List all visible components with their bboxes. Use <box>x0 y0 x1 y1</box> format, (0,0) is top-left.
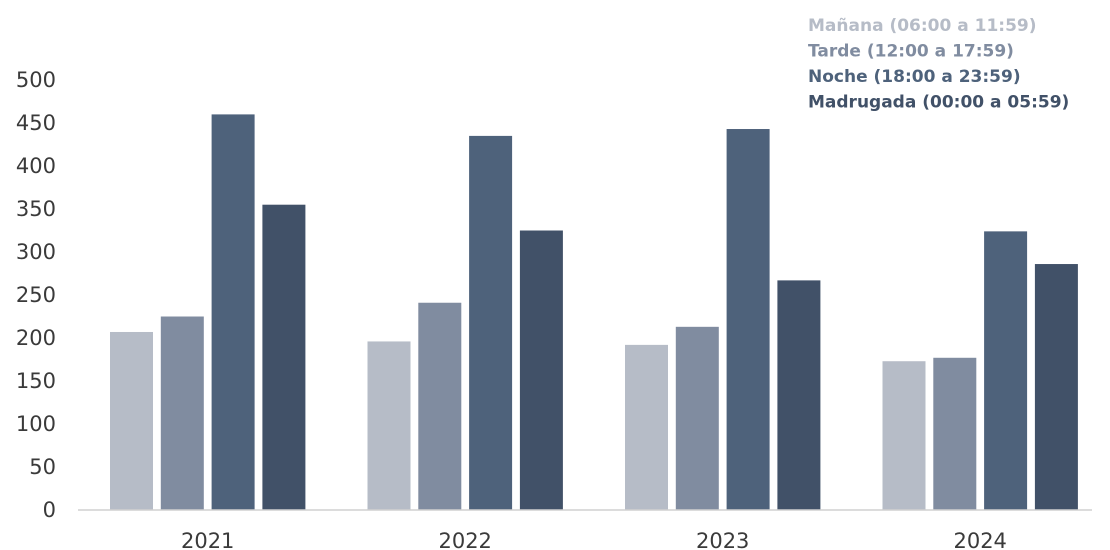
y-axis: 0 50 100 150 200 250 300 350 400 450 500 <box>16 68 56 522</box>
legend-item: Mañana (06:00 a 11:59) <box>808 16 1037 36</box>
legend: Mañana (06:00 a 11:59) Tarde (12:00 a 17:… <box>808 16 1069 113</box>
legend-item: Madrugada (00:00 a 05:59) <box>808 93 1069 113</box>
bar-2021-series-1 <box>110 331 153 510</box>
y-tick-label: 100 <box>16 412 56 436</box>
bar-2024-series-2 <box>933 357 977 510</box>
bar-2023-series-2 <box>675 326 719 510</box>
y-tick-label: 500 <box>16 68 56 92</box>
y-tick-label: 200 <box>16 326 56 350</box>
y-tick-label: 50 <box>29 455 56 479</box>
y-tick-label: 350 <box>16 197 56 221</box>
x-tick-label: 2024 <box>953 529 1006 550</box>
bars <box>110 114 1078 511</box>
y-tick-label: 400 <box>16 154 56 178</box>
y-tick-label: 0 <box>43 498 56 522</box>
x-tick-label: 2022 <box>438 529 491 550</box>
bar-2024-series-3 <box>984 231 1028 511</box>
bar-2023-series-3 <box>726 129 770 510</box>
x-axis: 2021 2022 2023 2024 <box>181 529 1007 550</box>
x-tick-label: 2023 <box>696 529 749 550</box>
bar-2021-series-2 <box>160 316 204 510</box>
bar-2021-series-3 <box>211 114 255 511</box>
legend-item: Tarde (12:00 a 17:59) <box>808 42 1014 62</box>
bar-2022-series-4 <box>519 230 563 510</box>
bar-2024-series-4 <box>1034 264 1078 510</box>
bar-2023-series-1 <box>625 344 668 510</box>
y-tick-label: 450 <box>16 111 56 135</box>
y-tick-label: 150 <box>16 369 56 393</box>
x-tick-label: 2021 <box>181 529 234 550</box>
y-tick-label: 250 <box>16 283 56 307</box>
bar-2022-series-3 <box>469 135 513 510</box>
bar-2023-series-4 <box>777 280 821 510</box>
bar-2022-series-1 <box>367 341 411 510</box>
bar-2024-series-1 <box>882 361 926 510</box>
bar-2022-series-2 <box>418 302 462 510</box>
bar-2021-series-4 <box>262 204 306 510</box>
y-tick-label: 300 <box>16 240 56 264</box>
legend-item: Noche (18:00 a 23:59) <box>808 67 1021 87</box>
